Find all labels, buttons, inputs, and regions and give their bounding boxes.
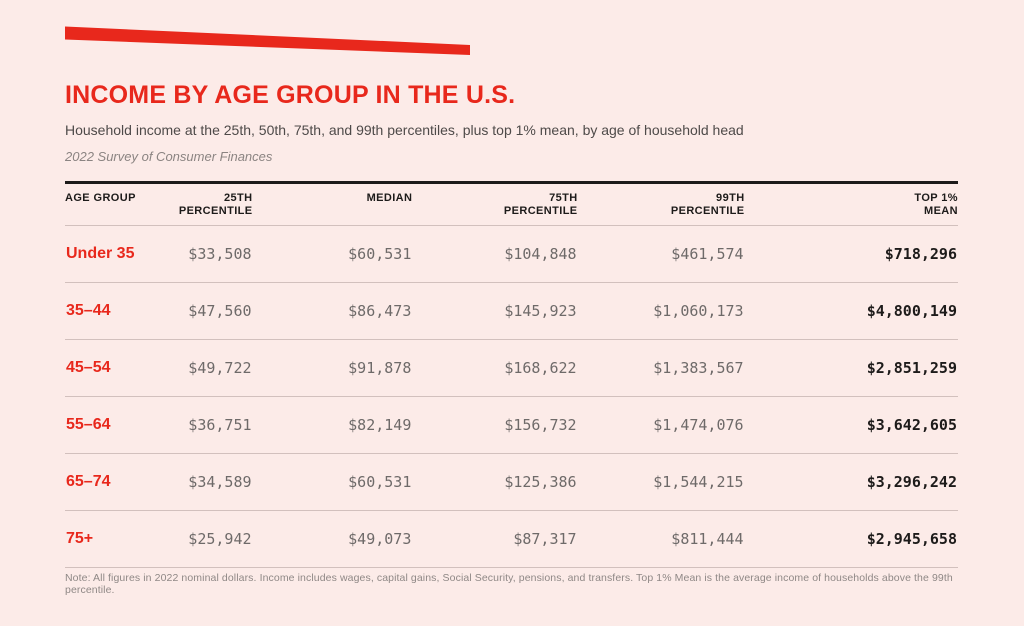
top1-mean-cell: $3,296,242 bbox=[744, 453, 958, 511]
age-group-cell: Under 35 bbox=[65, 225, 164, 283]
column-header-line1: 75TH bbox=[549, 192, 578, 204]
median-cell: $60,531 bbox=[252, 453, 413, 511]
column-header: 25TH PERCENTILE bbox=[163, 182, 253, 226]
table-row: 45–54 $49,722 $91,878 $168,622 $1,383,567 $2,… bbox=[65, 339, 958, 397]
percentile-25-cell: $36,751 bbox=[163, 396, 253, 454]
column-header: AGE GROUP bbox=[65, 182, 164, 226]
percentile-25-cell: $34,589 bbox=[163, 453, 253, 511]
table-header: AGE GROUP 25TH PERCENTILE MEDIAN 75TH PERCENT… bbox=[65, 182, 958, 226]
top1-mean-cell: $2,945,658 bbox=[744, 510, 958, 568]
median-cell: $60,531 bbox=[252, 225, 413, 283]
median-cell: $49,073 bbox=[252, 510, 413, 568]
column-header-line1: TOP 1% bbox=[914, 192, 958, 204]
percentile-75-cell: $156,732 bbox=[412, 396, 578, 454]
percentile-25-cell: $47,560 bbox=[163, 282, 253, 340]
top1-mean-cell: $718,296 bbox=[744, 225, 958, 283]
red-brushstroke-accent bbox=[65, 26, 470, 55]
percentile-99-cell: $1,544,215 bbox=[577, 453, 745, 511]
column-header: TOP 1% MEAN bbox=[744, 182, 958, 226]
age-group-cell: 35–44 bbox=[65, 282, 164, 340]
age-group-cell: 75+ bbox=[65, 510, 164, 568]
percentile-75-cell: $125,386 bbox=[412, 453, 578, 511]
column-header-line2: PERCENTILE bbox=[178, 205, 253, 217]
column-header-line1: 25TH bbox=[224, 192, 253, 204]
table-row: 55–64 $36,751 $82,149 $156,732 $1,474,076 $3,… bbox=[65, 396, 958, 454]
top1-mean-cell: $3,642,605 bbox=[744, 396, 958, 454]
top1-mean-cell: $4,800,149 bbox=[744, 282, 958, 340]
column-header-line2: MEAN bbox=[924, 205, 958, 217]
column-header-line2: PERCENTILE bbox=[503, 205, 578, 217]
page-title: INCOME BY AGE GROUP IN THE U.S. bbox=[65, 81, 516, 109]
subtitle: Household income at the 25th, 50th, 75th… bbox=[65, 122, 744, 138]
income-table: AGE GROUP 25TH PERCENTILE MEDIAN 75TH PERCENT… bbox=[65, 181, 958, 568]
percentile-75-cell: $104,848 bbox=[412, 225, 578, 283]
percentile-75-cell: $87,317 bbox=[412, 510, 578, 568]
table-row: 75+ $25,942 $49,073 $87,317 $811,444 $2,945,6… bbox=[65, 510, 958, 568]
percentile-25-cell: $25,942 bbox=[163, 510, 253, 568]
column-header-line2: PERCENTILE bbox=[670, 205, 745, 217]
percentile-99-cell: $461,574 bbox=[577, 225, 745, 283]
median-cell: $86,473 bbox=[252, 282, 413, 340]
top1-mean-cell: $2,851,259 bbox=[744, 339, 958, 397]
percentile-99-cell: $1,474,076 bbox=[577, 396, 745, 454]
column-header-line1: AGE GROUP bbox=[65, 192, 136, 204]
median-cell: $82,149 bbox=[252, 396, 413, 454]
table-row: Under 35 $33,508 $60,531 $104,848 $461,574 $7… bbox=[65, 225, 958, 283]
percentile-99-cell: $1,383,567 bbox=[577, 339, 745, 397]
median-cell: $91,878 bbox=[252, 339, 413, 397]
age-group-cell: 45–54 bbox=[65, 339, 164, 397]
column-header: 99TH PERCENTILE bbox=[577, 182, 745, 226]
percentile-25-cell: $49,722 bbox=[163, 339, 253, 397]
percentile-75-cell: $168,622 bbox=[412, 339, 578, 397]
age-group-cell: 55–64 bbox=[65, 396, 164, 454]
table-row: 35–44 $47,560 $86,473 $145,923 $1,060,173 $4,… bbox=[65, 282, 958, 340]
age-group-cell: 65–74 bbox=[65, 453, 164, 511]
column-header-line1: 99TH bbox=[716, 192, 745, 204]
column-header: MEDIAN bbox=[252, 182, 413, 226]
percentile-99-cell: $811,444 bbox=[577, 510, 745, 568]
column-header: 75TH PERCENTILE bbox=[412, 182, 578, 226]
table-body: Under 35 $33,508 $60,531 $104,848 $461,574 $7… bbox=[65, 225, 958, 568]
source-caption: 2022 Survey of Consumer Finances bbox=[65, 149, 273, 164]
table-row: 65–74 $34,589 $60,531 $125,386 $1,544,215 $3,… bbox=[65, 453, 958, 511]
percentile-25-cell: $33,508 bbox=[163, 225, 253, 283]
column-header-line1: MEDIAN bbox=[366, 192, 413, 204]
header-row: AGE GROUP 25TH PERCENTILE MEDIAN 75TH PERCENT… bbox=[65, 182, 958, 226]
footnote: Note: All figures in 2022 nominal dollar… bbox=[65, 572, 953, 596]
percentile-75-cell: $145,923 bbox=[412, 282, 578, 340]
percentile-99-cell: $1,060,173 bbox=[577, 282, 745, 340]
